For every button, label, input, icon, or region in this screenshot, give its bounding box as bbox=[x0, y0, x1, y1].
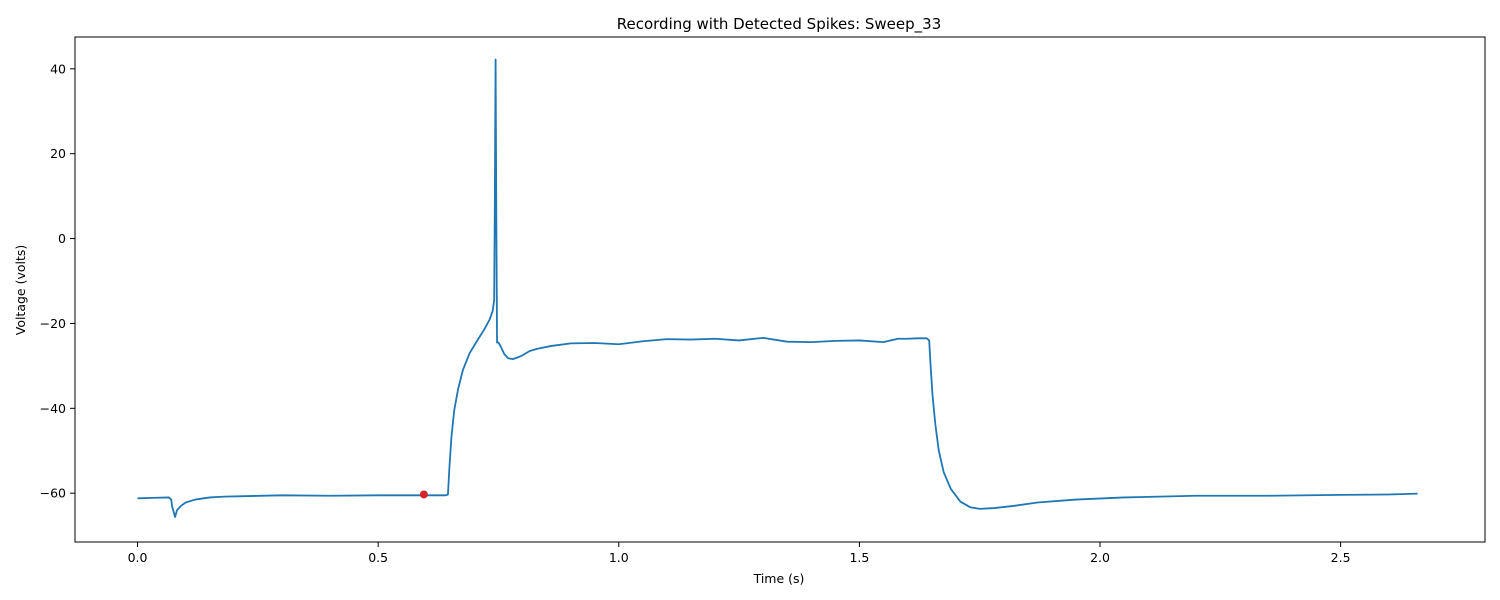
x-tick-label: 0.0 bbox=[128, 550, 148, 565]
x-axis: 0.0 0.5 1.0 1.5 2.0 2.5 bbox=[128, 542, 1351, 565]
chart-title: Recording with Detected Spikes: Sweep_33 bbox=[617, 15, 942, 34]
x-tick-label: 2.5 bbox=[1331, 550, 1351, 565]
voltage-trace-line bbox=[137, 58, 1418, 518]
x-axis-label: Time (s) bbox=[753, 571, 805, 586]
plot-area bbox=[75, 37, 1485, 542]
y-tick-label: −20 bbox=[40, 316, 66, 331]
spike-markers bbox=[419, 490, 428, 499]
y-axis: −60 −40 −20 0 20 40 bbox=[40, 61, 75, 501]
x-tick-label: 1.5 bbox=[849, 550, 869, 565]
x-tick-label: 1.0 bbox=[609, 550, 629, 565]
plot-content bbox=[137, 58, 1418, 518]
y-tick-label: −40 bbox=[40, 401, 66, 416]
x-tick-label: 2.0 bbox=[1090, 550, 1110, 565]
x-tick-label: 0.5 bbox=[368, 550, 388, 565]
y-tick-label: −60 bbox=[40, 486, 66, 501]
y-tick-label: 40 bbox=[50, 61, 66, 76]
y-tick-label: 0 bbox=[58, 231, 66, 246]
y-axis-label: Voltage (volts) bbox=[13, 245, 28, 336]
y-tick-label: 20 bbox=[50, 146, 66, 161]
plot-frame bbox=[74, 36, 1486, 543]
spike-marker bbox=[419, 490, 428, 499]
